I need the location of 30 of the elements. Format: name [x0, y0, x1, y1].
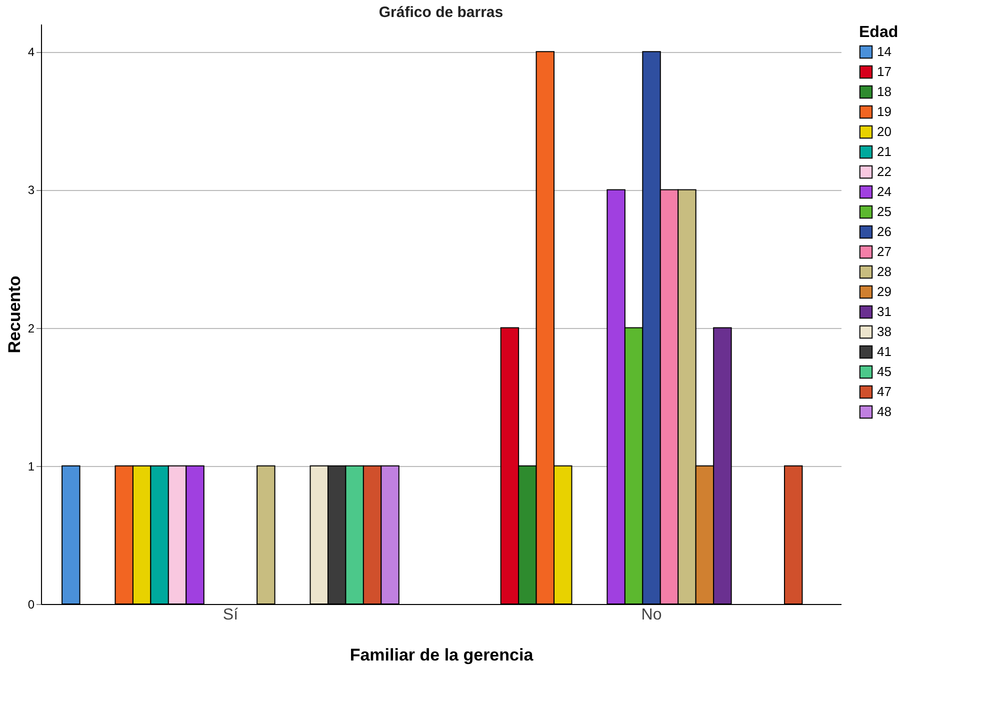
legend-label: 20 — [877, 124, 892, 139]
legend-label: 29 — [877, 284, 892, 299]
y-axis-title: Recuento — [4, 276, 24, 354]
y-tick-label: 4 — [28, 45, 35, 60]
legend-label: 31 — [877, 304, 892, 319]
legend-label: 38 — [877, 324, 892, 339]
legend-label: 21 — [877, 144, 892, 159]
legend-label: 18 — [877, 84, 892, 99]
legend-label: 41 — [877, 344, 892, 359]
legend-label: 19 — [877, 104, 892, 119]
legend-label: 17 — [877, 64, 892, 79]
y-tick-label: 1 — [28, 459, 35, 474]
chart-title: Gráfico de barras — [378, 4, 504, 21]
x-tick-label: Sí — [222, 606, 239, 624]
y-tick-label: 3 — [28, 183, 35, 198]
legend-label: 45 — [877, 364, 892, 379]
legend-label: 14 — [877, 44, 892, 59]
legend-label: 22 — [877, 164, 892, 179]
legend-label: 28 — [877, 264, 892, 279]
legend-label: 47 — [877, 384, 892, 399]
legend-label: 27 — [877, 244, 892, 259]
legend-label: 48 — [877, 404, 892, 419]
legend-title: Edad — [859, 24, 898, 41]
legend-label: 24 — [877, 184, 892, 199]
x-axis-title: Familiar de la gerencia — [350, 646, 534, 664]
y-tick-label: 2 — [28, 321, 35, 336]
legend-label: 25 — [877, 204, 892, 219]
legend-label: 26 — [877, 224, 892, 239]
y-tick-label: 0 — [28, 598, 35, 612]
x-tick-label: No — [641, 606, 662, 624]
